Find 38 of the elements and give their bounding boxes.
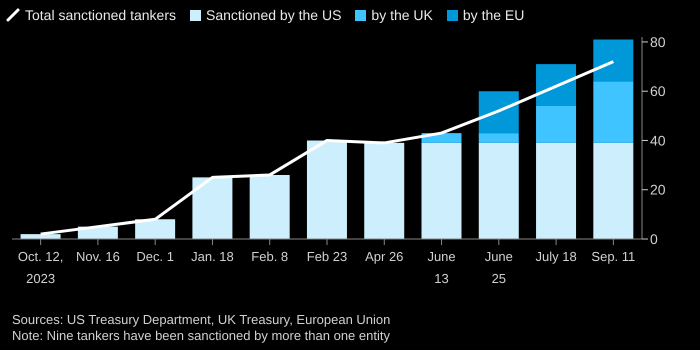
bar bbox=[478, 91, 519, 134]
bar bbox=[593, 81, 634, 143]
x-tick-label: Oct. 12, 2023 bbox=[18, 249, 64, 286]
x-tick-label: Jan. 18 bbox=[191, 249, 234, 264]
legend-label: by the EU bbox=[462, 7, 524, 23]
bar bbox=[593, 39, 634, 82]
x-tick-label: July 18 bbox=[535, 249, 577, 264]
legend-label: Total sanctioned tankers bbox=[25, 7, 176, 23]
bar bbox=[135, 219, 176, 239]
bar bbox=[364, 142, 404, 239]
bar bbox=[478, 133, 519, 143]
y-tick-label: 80 bbox=[650, 34, 666, 50]
y-tick-label: 60 bbox=[650, 83, 666, 100]
bar bbox=[536, 106, 576, 143]
x-tick-label: Dec. 1 bbox=[136, 249, 174, 264]
y-tick-label: 0 bbox=[650, 230, 658, 247]
x-tick-label: June 13 bbox=[427, 249, 456, 286]
x-tick-label: June 25 bbox=[484, 249, 513, 286]
bar bbox=[478, 142, 519, 239]
line-series bbox=[39, 60, 615, 236]
x-tick-label: Feb 23 bbox=[306, 249, 348, 264]
text: Note: Nine tankers have been sanctioned by more than one entity bbox=[12, 328, 390, 344]
x-tick-label: Apr 26 bbox=[365, 249, 404, 264]
x-tick-label: Feb. 8 bbox=[251, 249, 288, 264]
legend-label: by the UK bbox=[371, 7, 433, 23]
bar bbox=[250, 174, 290, 239]
source-note: Sources: US Treasury Department, UK Treasury, European Union bbox=[12, 312, 390, 328]
bar bbox=[192, 177, 232, 239]
bar bbox=[306, 140, 347, 239]
bar bbox=[536, 142, 576, 239]
legend-label: Sanctioned by the US bbox=[206, 7, 342, 23]
bar bbox=[593, 142, 634, 239]
x-tick-label: Nov. 16 bbox=[76, 249, 120, 264]
y-tick-label: 20 bbox=[650, 182, 666, 198]
x-tick-label: Sep. 11 bbox=[591, 249, 636, 264]
y-tick-label: 40 bbox=[650, 132, 666, 148]
bar bbox=[422, 142, 462, 239]
bar bbox=[536, 64, 576, 106]
